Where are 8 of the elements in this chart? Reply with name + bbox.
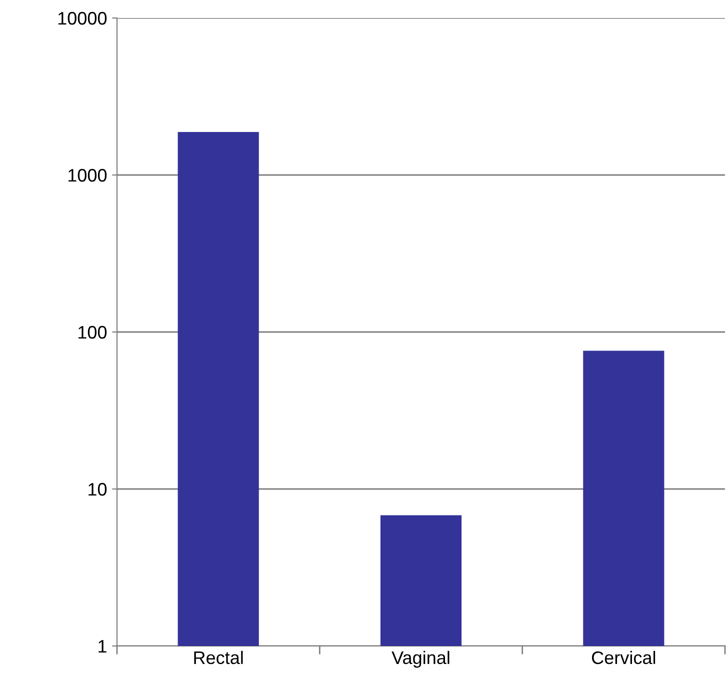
y-tick-label: 10000 [58, 12, 107, 25]
x-tick-label: Rectal [194, 650, 243, 664]
y-tick-label: 1000 [68, 168, 107, 182]
y-tick-label: 100 [78, 326, 107, 339]
x-tick-label: Vaginal [392, 650, 450, 668]
y-tick-label: 10 [88, 482, 107, 496]
y-tick-label: 1 [98, 640, 106, 653]
x-tick-label: Cervical [592, 650, 656, 664]
